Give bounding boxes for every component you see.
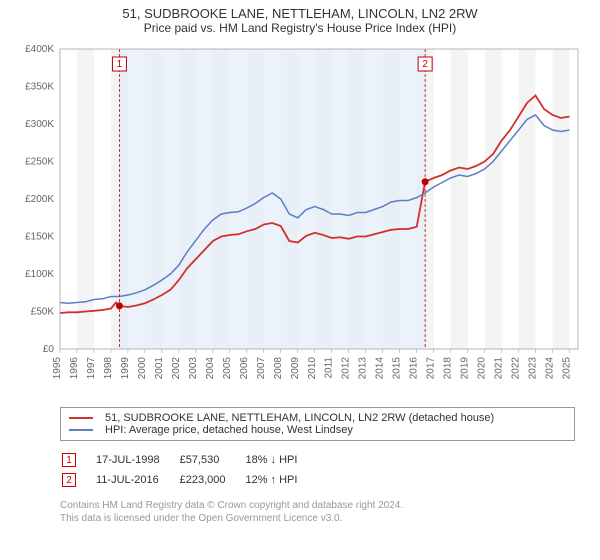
svg-text:2017: 2017 [426,357,437,380]
svg-text:2003: 2003 [188,357,199,380]
chart-title: 51, SUDBROOKE LANE, NETTLEHAM, LINCOLN, … [10,6,590,21]
svg-text:2005: 2005 [222,357,233,380]
svg-text:2023: 2023 [528,357,539,380]
legend-item: HPI: Average price, detached house, West… [69,424,566,436]
svg-text:1998: 1998 [103,357,114,380]
svg-text:2020: 2020 [477,357,488,380]
legend-swatch [69,429,93,431]
svg-text:2012: 2012 [341,357,352,380]
legend-label: 51, SUDBROOKE LANE, NETTLEHAM, LINCOLN, … [105,412,494,424]
transaction-row: 1 17-JUL-1998£57,53018% ↓ HPI [62,451,315,469]
svg-text:£100K: £100K [25,269,54,280]
transaction-price: £57,530 [180,451,244,469]
transactions-table: 1 17-JUL-1998£57,53018% ↓ HPI 2 11-JUL-2016… [60,449,317,491]
svg-text:2009: 2009 [290,357,301,380]
footer-line-1: Contains HM Land Registry data © Crown c… [60,499,575,512]
svg-text:2016: 2016 [409,357,420,380]
svg-text:1997: 1997 [86,357,97,380]
svg-text:2000: 2000 [137,357,148,380]
svg-text:2025: 2025 [562,357,573,380]
transaction-date: 11-JUL-2016 [96,471,178,489]
footer-attribution: Contains HM Land Registry data © Crown c… [60,499,575,525]
svg-text:2001: 2001 [154,357,165,380]
svg-text:2022: 2022 [511,357,522,380]
svg-text:£50K: £50K [31,307,55,318]
svg-text:2004: 2004 [205,357,216,380]
legend-item: 51, SUDBROOKE LANE, NETTLEHAM, LINCOLN, … [69,412,566,424]
svg-text:£0: £0 [43,344,55,355]
svg-text:£350K: £350K [25,82,54,93]
svg-text:2: 2 [422,59,428,70]
svg-text:£400K: £400K [25,44,54,55]
svg-text:1995: 1995 [52,357,63,380]
transaction-marker-badge: 1 [62,453,76,467]
chart-subtitle: Price paid vs. HM Land Registry's House … [10,21,590,35]
svg-text:2019: 2019 [460,357,471,380]
svg-text:£150K: £150K [25,232,54,243]
legend: 51, SUDBROOKE LANE, NETTLEHAM, LINCOLN, … [60,407,575,441]
chart-canvas: £0 £50K £100K £150K £200K £250K £300K £350K £400… [10,41,590,401]
transaction-date: 17-JUL-1998 [96,451,178,469]
svg-text:1: 1 [117,59,123,70]
footer-line-2: This data is licensed under the Open Gov… [60,512,575,525]
svg-text:2010: 2010 [307,357,318,380]
svg-text:2018: 2018 [443,357,454,380]
svg-text:£250K: £250K [25,157,54,168]
transaction-diff: 18% ↓ HPI [245,451,315,469]
svg-text:2013: 2013 [358,357,369,380]
transaction-marker-badge: 2 [62,473,76,487]
svg-text:£300K: £300K [25,119,54,130]
svg-text:2014: 2014 [375,357,386,380]
line-chart: £0 £50K £100K £150K £200K £250K £300K £350K £400… [10,41,590,401]
legend-label: HPI: Average price, detached house, West… [105,424,353,436]
svg-text:2021: 2021 [494,357,505,380]
svg-text:1996: 1996 [69,357,80,380]
svg-text:1999: 1999 [120,357,131,380]
transaction-row: 2 11-JUL-2016£223,00012% ↑ HPI [62,471,315,489]
transaction-price: £223,000 [180,471,244,489]
svg-text:2011: 2011 [324,357,335,379]
transaction-diff: 12% ↑ HPI [245,471,315,489]
svg-text:2024: 2024 [545,357,556,380]
svg-text:2006: 2006 [239,357,250,380]
legend-swatch [69,417,93,419]
svg-text:2015: 2015 [392,357,403,380]
svg-text:2007: 2007 [256,357,267,380]
svg-text:2002: 2002 [171,357,182,380]
svg-text:£200K: £200K [25,194,54,205]
svg-text:2008: 2008 [273,357,284,380]
